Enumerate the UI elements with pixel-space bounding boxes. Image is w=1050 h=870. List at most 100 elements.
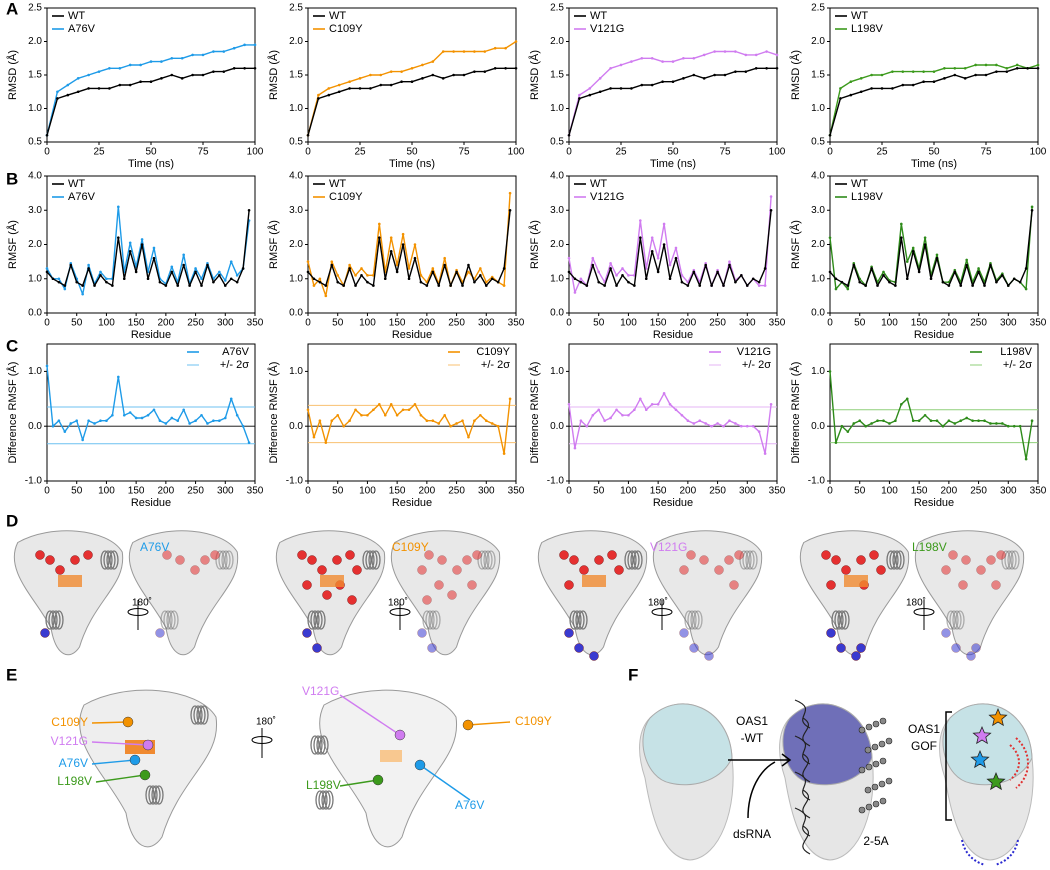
data-point [443,256,446,260]
y-tick-label: 2.5 [550,3,564,14]
y-tick-label: 4.0 [811,171,825,182]
y-tick-label: 3.0 [811,205,825,216]
x-axis-label: Residue [131,497,171,509]
helix [431,610,441,630]
data-point [57,280,61,284]
data-point [139,80,142,83]
data-point [372,408,375,412]
data-point [839,87,842,90]
atom [679,628,689,638]
data-point [378,402,381,406]
data-point [170,56,174,60]
data-point [578,93,581,97]
y-tick-label: 1.0 [28,366,42,377]
data-point [473,70,476,73]
data-point [324,284,328,287]
leader-line [419,764,471,801]
data-point [369,73,372,77]
helix [318,790,328,810]
x-tick-label: 100 [508,147,525,158]
data-point [876,284,879,287]
ligand [844,575,868,587]
product-bead [878,740,886,748]
data-point [932,70,936,73]
data-point [336,413,340,417]
data-point [680,274,684,277]
data-point [734,50,737,53]
atom [190,565,200,575]
data-point [93,422,96,425]
leader-line [339,694,401,736]
atom [679,565,689,575]
data-point [160,77,163,80]
legend-label: +/- 2σ [1003,359,1032,371]
data-point [943,77,946,80]
data-point [656,402,660,406]
x-tick-label: 200 [680,486,697,497]
helix [837,610,847,630]
data-point [170,270,174,274]
data-point [170,73,174,77]
data-point [858,419,862,423]
x-tick-label: 0 [827,147,833,158]
data-point [662,222,666,226]
bracket [945,711,952,821]
atom [607,550,617,560]
helix [748,550,758,570]
leader-line [91,759,136,765]
x-axis-label: Residue [392,329,432,341]
data-point [182,408,185,412]
data-point [401,243,405,246]
helix [166,610,176,630]
data-point [900,402,903,406]
dsrna-strand [802,825,811,855]
data-point [324,441,328,444]
data-point [449,284,452,287]
chart: 0 50 100 150 200 250 300 350 0.0 1.0 2.0 3.0 4.0 Resi… [267,171,525,341]
product-bead [879,797,887,805]
ligand [582,575,606,587]
data-point [212,70,215,73]
atom [200,555,210,565]
data-point [317,93,320,97]
x-tick-label: 250 [709,318,726,329]
atom [574,643,584,653]
data-point [963,67,967,70]
x-axis-label: Residue [392,497,432,509]
data-point [627,280,630,284]
x-axis-label: Residue [914,329,954,341]
data-point [765,67,768,70]
product-bead [885,737,893,745]
data-point [671,60,675,63]
data-point [901,70,905,73]
data-point [828,134,832,137]
helix [889,550,899,570]
x-tick-label: 150 [650,486,667,497]
data-point [241,267,245,270]
legend-label: WT [68,10,85,22]
data-point [858,280,862,284]
atom [689,643,699,653]
y-tick-label: 2.0 [550,36,564,47]
y-tick-label: 1.0 [28,273,42,284]
data-point [757,280,761,284]
chart: 0 50 100 150 200 250 300 350 -1.0 0.0 1.0 Residue Di… [789,343,1047,509]
data-point [170,265,174,269]
helix [48,610,58,630]
legend-label: A76V [222,346,250,358]
data-point [734,422,737,425]
protein [128,530,239,656]
residue [414,759,426,771]
series-line [307,40,517,136]
data-point [318,277,322,281]
data-point [763,267,767,270]
helix [627,550,637,570]
y-axis-label: RMSF (Å) [267,220,280,269]
x-tick-label: 100 [247,147,264,158]
x-tick-label: 0 [44,318,50,329]
y-tick-label: 1.0 [289,273,303,284]
data-point [644,277,648,281]
surface-domain [642,703,733,786]
series-line [46,365,250,443]
data-point [692,56,696,60]
